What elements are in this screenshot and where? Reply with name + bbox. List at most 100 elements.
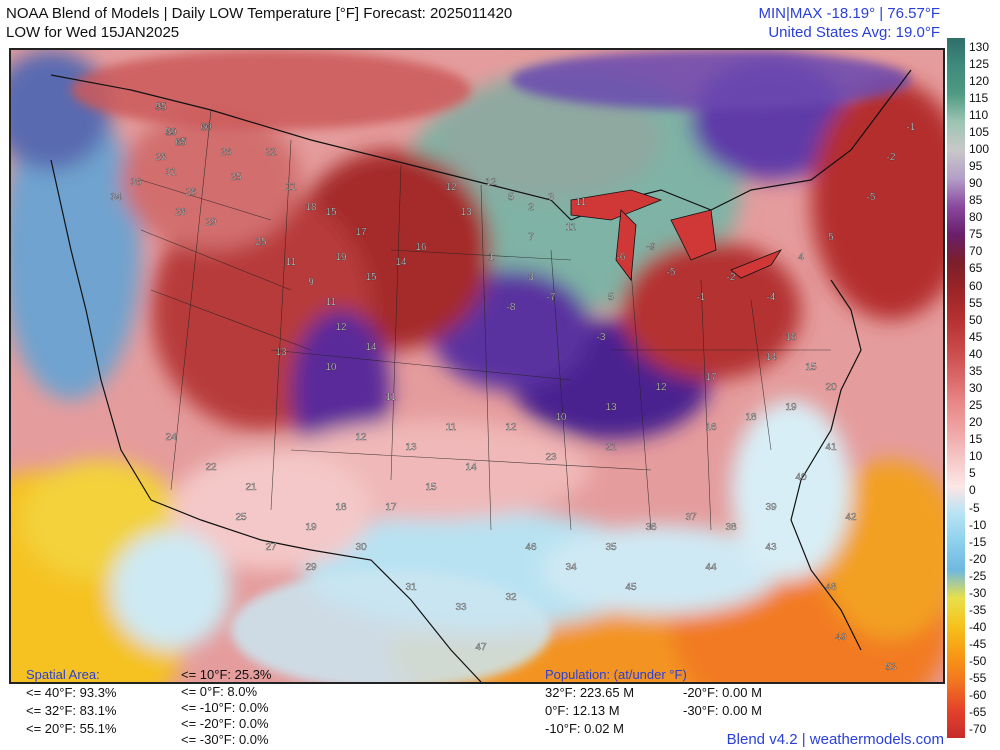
temperature-value-label: 18: [305, 202, 317, 213]
scale-tick-label: 60: [969, 278, 983, 293]
scale-tick-label: 40: [969, 346, 983, 361]
temperature-value-label: 31: [405, 582, 417, 593]
scale-tick-label: -10: [969, 517, 987, 532]
temperature-value-label: 11: [326, 297, 337, 308]
temperature-value-label: 16: [785, 332, 797, 343]
temperature-value-label: -2: [727, 272, 736, 283]
credit-line: Blend v4.2 | weathermodels.com: [726, 731, 944, 748]
temperature-value-label: 25: [230, 172, 242, 183]
temperature-value-label: 49: [835, 632, 847, 643]
temperature-value-label: -6: [617, 252, 626, 263]
temperature-value-label: -4: [767, 292, 776, 303]
scale-tick-label: 80: [969, 210, 983, 225]
temperature-value-label: 59: [165, 127, 177, 138]
temperature-value-label: 23: [545, 452, 557, 463]
scale-tick-label: 30: [969, 381, 983, 395]
temperature-value-label: 23: [165, 127, 177, 138]
state-borders: [140, 109, 831, 531]
temperature-value-label: 3: [548, 192, 554, 203]
scale-tick-label: 100: [969, 141, 990, 156]
scale-tick-label: -15: [969, 534, 987, 549]
temperature-value-label: 21: [245, 482, 257, 493]
temperature-value-label: 42: [845, 512, 857, 523]
scale-tick-label: -35: [969, 602, 987, 617]
spatial-stat: <= -30°F: 0.0%: [181, 732, 269, 747]
temperature-value-label: 12: [655, 382, 667, 393]
scale-tick-label: 125: [969, 56, 990, 71]
temperature-value-label: -5: [667, 267, 676, 278]
temperature-value-label: 47: [475, 642, 487, 653]
scale-tick-label: -20: [969, 551, 987, 566]
temperature-value-label: 7: [528, 232, 534, 243]
population-stat: -20°F: 0.00 M: [683, 685, 762, 700]
temperature-value-label: 17: [385, 502, 397, 513]
temperature-value-label: 12: [445, 182, 457, 193]
temperature-value-label: -3: [597, 332, 606, 343]
scale-tick-label: 75: [969, 227, 983, 242]
spatial-stat: <= -20°F: 0.0%: [181, 716, 269, 731]
temperature-value-label: 53: [885, 662, 897, 673]
scale-tick-label: 25: [969, 398, 983, 413]
spatial-stat: <= 10°F: 25.3%: [181, 667, 272, 682]
temperature-value-label: 22: [205, 462, 217, 473]
temperature-value-label: 34: [565, 562, 577, 573]
temperature-value-label: -8: [507, 302, 516, 313]
temperature-value-label: 46: [525, 542, 537, 553]
temperature-value-label: 31: [165, 167, 177, 178]
temperature-value-label: 11: [386, 392, 397, 403]
temperature-value-label: 13: [275, 347, 287, 358]
temperature-value-label: 60: [200, 122, 212, 133]
temperature-value-label: 45: [625, 582, 637, 593]
scale-tick-label: 120: [969, 73, 990, 88]
temperature-value-label: 14: [365, 342, 377, 353]
temperature-value-label: 12: [355, 432, 367, 443]
temperature-value-label: 26: [200, 122, 212, 133]
header-left: NOAA Blend of Models | Daily LOW Tempera…: [6, 4, 512, 42]
minmax-readout: MIN|MAX -18.19° | 76.57°F: [758, 5, 940, 22]
population-stat: 0°F: 12.13 M: [545, 703, 620, 718]
temperature-value-label: 11: [446, 422, 457, 433]
scale-tick-label: -70: [969, 722, 987, 737]
temperature-value-label: 25: [235, 512, 247, 523]
temperature-value-label: 10: [555, 412, 567, 423]
temperature-value-label: 41: [825, 442, 837, 453]
temperature-value-label: 11: [286, 257, 297, 268]
temperature-value-label: 26: [220, 147, 232, 158]
temperature-value-label: 5: [508, 192, 514, 203]
temperature-value-label: 27: [175, 137, 187, 148]
scale-tick-label: 5: [969, 466, 976, 481]
spatial-stat: <= 40°F: 93.3%: [26, 685, 117, 700]
us-average-readout: United States Avg: 19.0°F: [768, 24, 940, 41]
scale-tick-label: 0: [969, 483, 976, 498]
temperature-value-label: 5: [828, 232, 834, 243]
scale-tick-label: -65: [969, 705, 987, 720]
temperature-value-label: 27: [265, 542, 277, 553]
spatial-area-title: Spatial Area:: [26, 667, 100, 682]
temperature-value-label: 21: [285, 182, 297, 193]
temperature-value-label: 65: [175, 137, 187, 148]
population-title: Population: (at/under °F): [545, 667, 687, 682]
temperature-value-label: 2: [528, 202, 534, 213]
temperature-value-label: 35: [155, 102, 167, 113]
spatial-stat: <= 32°F: 83.1%: [26, 703, 117, 718]
temperature-value-label: -7: [547, 292, 556, 303]
population-stat: 32°F: 223.65 M: [545, 685, 635, 700]
temperature-value-label: 15: [425, 482, 437, 493]
color-scale-bar: [947, 38, 965, 738]
temperature-value-label: 28: [155, 152, 167, 163]
temperature-value-label: 19: [785, 402, 797, 413]
temperature-map: 35 23 26 27 28 36 26 25 34 31 26 22 28 29 21 18 25 15 17 19…: [9, 48, 945, 684]
scale-tick-label: 95: [969, 159, 983, 174]
temperature-value-label: 5: [608, 292, 614, 303]
temperature-value-label: -2: [887, 152, 896, 163]
temperature-value-label: 10: [325, 362, 337, 373]
scale-tick-label: -5: [969, 500, 980, 515]
temperature-value-label: -5: [867, 192, 876, 203]
temperature-value-label: 19: [335, 252, 347, 263]
temperature-value-label: 4: [798, 252, 804, 263]
scale-tick-label: 15: [969, 432, 983, 447]
scale-tick-label: 35: [969, 363, 983, 378]
spatial-stat: <= 20°F: 55.1%: [26, 721, 117, 736]
